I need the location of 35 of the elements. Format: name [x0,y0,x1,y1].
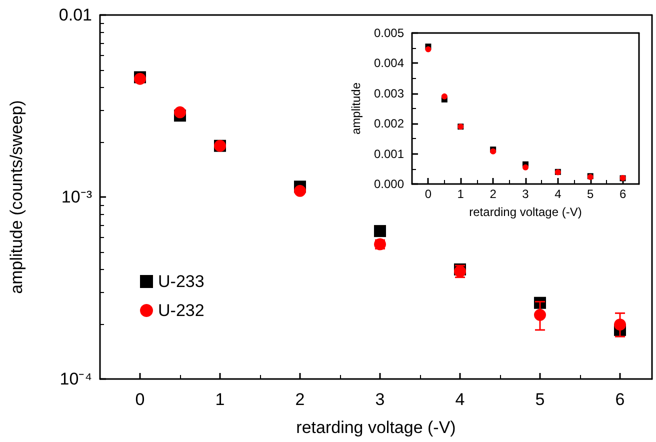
x-tick-label: 1 [215,390,225,409]
x-tick-label: 6 [615,390,625,409]
y-tick-label: 10⁻⁴ [60,370,92,388]
y-tick-label: 0.000 [374,177,404,191]
x-tick-label: 0 [424,187,432,201]
x-tick-label: 0 [135,390,145,409]
point [441,93,448,100]
y-tick-label: 0.005 [374,26,404,40]
y-tick-label: 0.002 [374,116,404,131]
x-tick-label: 2 [295,390,305,409]
x-axis-title: retarding voltage (-V) [469,205,582,219]
y-tick-label: 0.003 [374,86,404,100]
y-axis-title: amplitude (counts/sweep) [7,100,26,294]
y-tick-label: 0.01 [58,6,92,24]
x-tick-label: 6 [619,187,626,201]
x-tick-label: 1 [457,187,464,201]
x-axis-title: retarding voltage (-V) [296,418,456,437]
y-tick-label: 0.001 [374,146,404,161]
x-tick-label: 4 [554,187,562,201]
y-tick-label: 10⁻³ [61,188,92,206]
point [522,164,528,170]
point [425,46,432,52]
x-tick-label: 3 [522,187,530,201]
x-tick-label: 4 [455,390,465,409]
legend-label: U-232 [158,301,204,320]
x-tick-label: 5 [535,390,545,409]
x-tick-label: 3 [375,390,385,409]
legend-label: U-233 [158,272,204,291]
x-tick-label: 5 [587,187,594,201]
point [174,106,186,118]
y-axis-title: amplitude [349,82,363,135]
x-tick-label: 2 [490,187,497,201]
y-tick-label: 0.004 [374,56,404,70]
point [294,184,306,197]
point [374,225,386,238]
